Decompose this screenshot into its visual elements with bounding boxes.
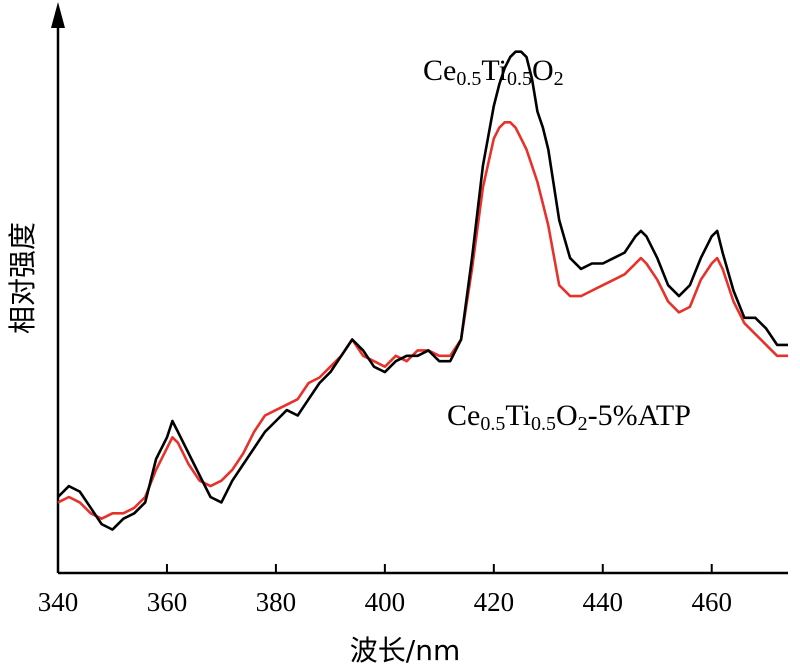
annotation-1-part-1: 0.5 [480, 413, 505, 435]
annotation-1-part-2: Ti [505, 399, 531, 432]
axes [51, 2, 788, 575]
x-tick-label-1: 360 [147, 587, 188, 617]
y-axis-title: 相对强度 [6, 222, 39, 334]
annotation-1-part-4: O [556, 399, 578, 432]
y-axis-arrow [51, 2, 65, 28]
annotation-1-part-3: 0.5 [531, 413, 556, 435]
annotation-0-part-0: Ce [423, 54, 456, 87]
series-line-ce-ti-o2 [57, 50, 788, 531]
x-tick-label-5: 440 [583, 587, 624, 617]
annotation-0-part-3: 0.5 [507, 68, 532, 90]
annotation-0-part-5: 2 [554, 68, 564, 90]
annotation-0-part-1: 0.5 [456, 68, 481, 90]
x-axis-title: 波长/nm [350, 634, 460, 667]
series-annotation-ce-ti-o2: Ce0.5Ti0.5O2 [423, 54, 564, 90]
annotations: Ce0.5Ti0.5O2 Ce0.5Ti0.5O2-5%ATP [423, 54, 691, 435]
x-tick-label-4: 420 [474, 587, 515, 617]
x-tick-label-2: 380 [256, 587, 297, 617]
annotation-1-part-5: 2 [578, 413, 588, 435]
x-tick-label-3: 400 [365, 587, 406, 617]
x-ticks: 340 360 380 400 420 440 460 [38, 564, 732, 617]
series-layer [57, 50, 788, 531]
annotation-0-part-2: Ti [481, 54, 507, 87]
annotation-0-part-4: O [532, 54, 554, 87]
series-annotation-ce-ti-o2-atp: Ce0.5Ti0.5O2-5%ATP [447, 399, 691, 435]
x-tick-label-6: 460 [691, 587, 732, 617]
series-line-ce-ti-o2-atp [57, 121, 788, 520]
annotation-1-part-0: Ce [447, 399, 480, 432]
annotation-1-part-6: -5%ATP [588, 399, 691, 432]
x-tick-label-0: 340 [38, 587, 79, 617]
